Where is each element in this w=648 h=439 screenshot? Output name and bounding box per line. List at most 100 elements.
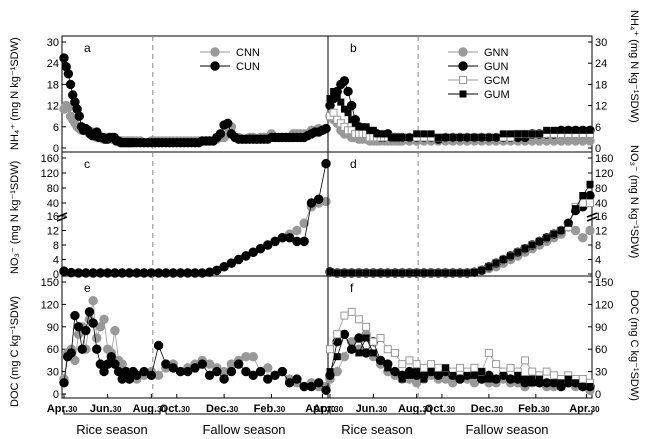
x-tick-label: Feb.30 [254,403,286,415]
y-tick-label: 4 [53,255,59,267]
point-GUM [521,375,529,383]
point-GCM [470,363,479,372]
x-tick-label: Apr.30 [305,403,336,415]
x-tick-label: Dec.30 [206,403,239,415]
point-CUN [284,378,295,388]
point-GUM [427,368,435,376]
point-GUM [579,383,587,391]
point-GUM [507,252,515,260]
point-GUM [499,130,507,138]
legend-marker-GCM [459,76,467,84]
point-CNN [88,295,98,306]
point-GUM [362,123,370,131]
point-GUM [398,269,406,277]
point-GUN [354,333,364,343]
y-tick-label: 6 [53,122,59,134]
point-CUN [124,374,135,384]
y-label-right-no3: NO₃⁻ (mg N kg⁻¹SDW) [628,145,640,258]
y-tick-label: 0 [595,269,601,281]
y-tick-label: 0 [53,389,59,401]
point-CUN [197,359,207,369]
point-GUM [485,263,493,271]
point-GUM [398,133,406,141]
point-GUM [369,349,377,357]
point-GCM [398,360,407,369]
point-GUM [420,269,428,277]
point-GUM [348,345,356,353]
panel-letter: c [84,157,90,171]
point-GUM [326,368,334,376]
point-GUM [391,269,399,277]
point-GUM [387,133,395,141]
point-CUN [77,344,87,354]
point-GCM [340,311,349,320]
y-tick-label: 60 [595,344,607,356]
point-GUM [543,234,551,242]
point-GCM [578,375,587,384]
point-CUN [70,310,80,321]
point-GUM [572,126,580,134]
point-CUN [314,194,324,204]
point-GNN [585,136,595,146]
point-GUM [340,269,348,277]
y-tick-label: 80 [47,183,59,195]
point-CUN [255,243,266,254]
point-GUM [507,375,515,383]
point-GUM [398,375,406,383]
point-CUN [263,374,273,384]
point-CUN [183,366,193,377]
y-label-left-nh4: NH₄⁺ (mg N kg⁻¹SDW) [9,37,21,150]
point-GUM [557,227,565,234]
point-GUM [355,123,363,131]
point-GUM [586,180,594,188]
y-tick-label: 150 [595,277,613,289]
point-GUM [521,130,529,138]
y-tick-label: 8 [53,240,59,252]
x-tick-label: Aug.30 [398,403,432,415]
panel-letter: d [350,157,357,171]
point-CUN [139,366,149,377]
point-GUM [492,375,500,383]
point-CUN [212,265,222,276]
point-GUN [339,76,350,86]
point-GUM [470,133,478,141]
point-GUM [333,353,341,361]
x-tick-label: Jun.30 [356,403,388,415]
legend-label-CNN: CNN [236,47,260,59]
point-GUM [564,375,572,383]
point-GUM [330,87,338,95]
point-GUM [413,130,421,138]
point-GUM [420,375,428,383]
point-GUM [348,269,356,277]
point-GUM [442,133,450,141]
point-CUN [241,366,251,377]
season-bracket-fallow-left [165,410,329,415]
y-label-right-nh4: NH₄⁺ (mg N kg⁻¹SDW) [628,10,640,123]
y-tick-label: 120 [41,168,59,180]
point-GUM [449,133,457,141]
point-GUM [485,133,493,141]
legend-marker-CNN [210,47,220,57]
panel-b: 0 6 12 18 24 30 b GNN GUN GCM GUM [325,35,607,155]
point-GUM [564,219,572,227]
point-GUM [434,133,442,141]
y-tick-label: 80 [595,183,607,195]
point-GUM [456,375,464,383]
point-GUM [572,379,580,387]
point-GUM [456,133,464,141]
point-CUN [99,366,109,377]
point-GUM [333,269,341,277]
y-tick-label: 24 [595,58,607,70]
series-line-GUM [329,184,591,274]
point-GUM [478,368,486,376]
point-GUM [557,126,565,134]
y-label-left-no3: NO₃⁻ (mg N kg⁻¹SDW) [9,161,21,274]
legend-marker-GUN [458,61,468,71]
x-tick-label: Feb.30 [518,403,550,415]
point-GUM [449,371,457,379]
point-GUM [405,371,413,379]
y-tick-label: 8 [595,240,601,252]
point-GUN [332,337,342,347]
